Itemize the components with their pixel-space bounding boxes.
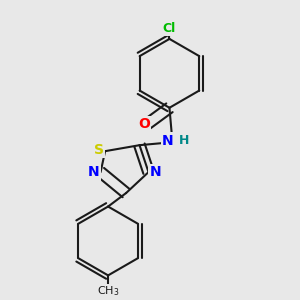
Text: O: O <box>138 117 150 131</box>
Text: N: N <box>162 134 174 148</box>
Text: S: S <box>94 143 103 157</box>
Text: CH$_3$: CH$_3$ <box>97 284 119 298</box>
Text: Cl: Cl <box>163 22 176 35</box>
Text: H: H <box>179 134 190 147</box>
Text: N: N <box>88 165 100 179</box>
Text: N: N <box>149 165 161 179</box>
